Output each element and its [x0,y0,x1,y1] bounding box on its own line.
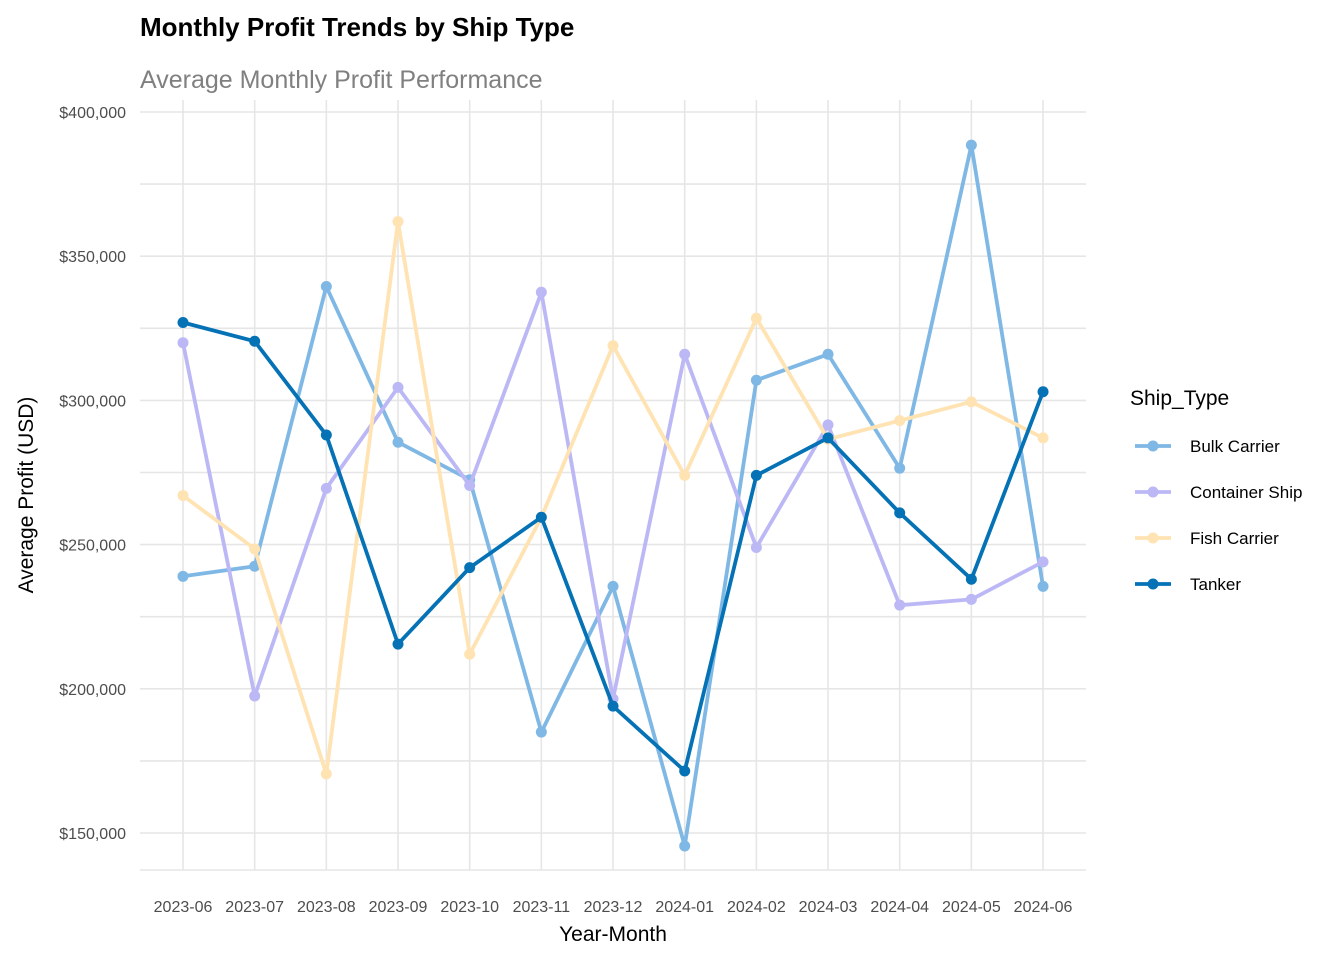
legend-item-container-ship: Container Ship [1135,483,1302,502]
legend-key-point [1147,486,1159,498]
legend-label: Container Ship [1190,483,1302,502]
data-point-tanker [320,429,332,441]
x-tick-label: 2023-11 [513,899,571,916]
legend-key-point [1147,532,1159,544]
x-tick-label: 2024-05 [942,899,1001,916]
data-point-fish-carrier [392,216,404,228]
data-point-container-ship [894,599,906,611]
data-point-tanker [1037,386,1049,398]
data-point-bulk-carrier [607,580,619,592]
data-point-container-ship [249,690,261,702]
x-tick-label: 2023-12 [584,899,643,916]
x-tick-label: 2024-04 [870,899,929,916]
data-point-tanker [822,432,834,444]
x-tick-label: 2023-10 [440,899,499,916]
data-point-bulk-carrier [822,348,834,360]
data-point-tanker [535,511,547,523]
x-tick-label: 2023-07 [225,899,284,916]
legend-label: Fish Carrier [1190,529,1279,548]
x-tick-label: 2024-01 [655,899,714,916]
data-point-bulk-carrier [679,840,691,852]
data-point-bulk-carrier [894,462,906,474]
legend-item-bulk-carrier: Bulk Carrier [1135,437,1280,456]
data-point-fish-carrier [177,490,189,502]
data-point-tanker [249,335,261,347]
legend-item-tanker: Tanker [1135,575,1241,594]
data-point-container-ship [392,381,404,393]
data-point-bulk-carrier [392,436,404,448]
chart-subtitle: Average Monthly Profit Performance [140,66,543,94]
data-point-container-ship [822,419,834,431]
legend-key-point [1147,440,1159,452]
grid-layer [140,100,1086,871]
legend-item-fish-carrier: Fish Carrier [1135,529,1279,548]
legend-key-point [1147,578,1159,590]
data-point-bulk-carrier [177,570,189,582]
legend-label: Tanker [1190,575,1241,594]
legend: Ship_Type Bulk Carrier Container Ship Fish… [1130,387,1302,594]
data-point-container-ship [320,482,332,494]
data-point-container-ship [750,541,762,553]
data-point-container-ship [965,593,977,605]
data-point-container-ship [679,348,691,360]
x-tick-label: 2024-02 [727,899,786,916]
y-tick-label: $400,000 [59,105,126,122]
data-point-fish-carrier [249,543,261,555]
data-point-tanker [392,638,404,650]
legend-title: Ship_Type [1130,387,1229,410]
data-point-bulk-carrier [1037,580,1049,592]
data-point-tanker [894,507,906,519]
data-point-fish-carrier [464,648,476,660]
data-point-tanker [464,562,476,574]
data-point-fish-carrier [750,312,762,324]
x-tick-label: 2024-03 [799,899,858,916]
data-point-bulk-carrier [750,374,762,386]
legend-label: Bulk Carrier [1190,437,1280,456]
tick-layer: $150,000 $200,000 $250,000 $300,000 $350,000… [59,105,1072,916]
data-point-container-ship [464,479,476,491]
y-tick-label: $350,000 [59,249,126,266]
data-point-tanker [679,765,691,777]
data-point-container-ship [177,337,189,349]
data-point-tanker [965,573,977,585]
data-point-container-ship [535,286,547,298]
data-point-fish-carrier [894,415,906,427]
data-point-fish-carrier [965,396,977,408]
x-tick-label: 2024-06 [1014,899,1073,916]
data-point-bulk-carrier [320,280,332,292]
x-axis-title: Year-Month [559,923,667,946]
series-bulk-carrier [177,139,1049,852]
data-point-fish-carrier [1037,432,1049,444]
y-tick-label: $150,000 [59,826,126,843]
data-point-container-ship [1037,556,1049,568]
x-tick-label: 2023-08 [297,899,356,916]
data-point-fish-carrier [320,768,332,780]
y-tick-label: $200,000 [59,682,126,699]
x-tick-label: 2023-06 [154,899,213,916]
series-layer [177,139,1049,852]
y-axis-title: Average Profit (USD) [15,397,38,594]
y-tick-label: $250,000 [59,538,126,555]
series-tanker [177,317,1049,777]
data-point-tanker [750,469,762,481]
data-point-bulk-carrier [965,139,977,151]
data-point-tanker [177,317,189,329]
data-point-tanker [607,700,619,712]
data-point-fish-carrier [679,469,691,481]
y-tick-label: $300,000 [59,393,126,410]
x-tick-label: 2023-09 [369,899,428,916]
data-point-bulk-carrier [535,726,547,738]
chart-title: Monthly Profit Trends by Ship Type [140,12,574,42]
data-point-fish-carrier [607,340,619,352]
